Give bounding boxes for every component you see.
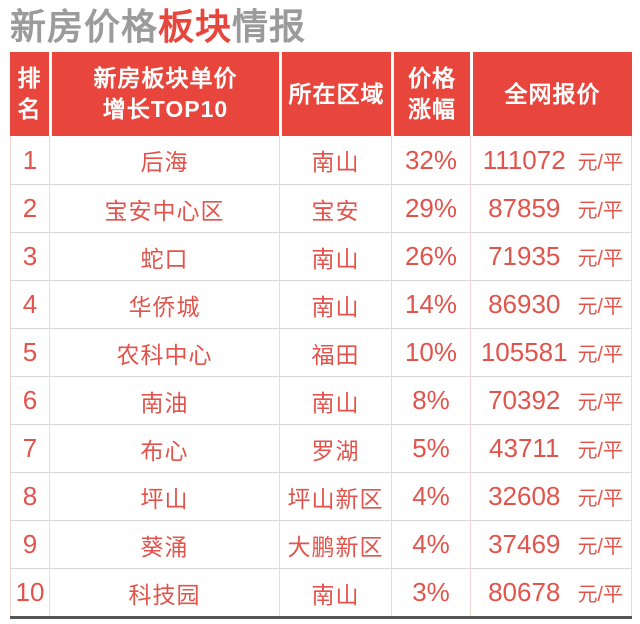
quote-unit: 元/平 — [577, 344, 623, 366]
quote-value: 43711 — [489, 433, 560, 463]
cell-rank: 4 — [10, 280, 49, 328]
title-segment-report: 情报 — [232, 6, 307, 47]
column-header-price-change: 价格 涨幅 — [391, 52, 470, 136]
cell-price-change: 3% — [391, 568, 470, 616]
quote-unit: 元/平 — [577, 392, 623, 414]
cell-block-name: 布心 — [49, 424, 279, 472]
cell-rank: 6 — [10, 376, 49, 424]
cell-price-change: 29% — [391, 184, 470, 232]
cell-district: 南山 — [279, 136, 391, 184]
cell-quote: 105581 元/平 — [470, 328, 632, 376]
cell-quote: 80678 元/平 — [470, 568, 632, 616]
page-title: 新房价格板块情报 — [10, 2, 640, 51]
quote-unit: 元/平 — [577, 296, 623, 318]
quote-unit: 元/平 — [577, 488, 623, 510]
quote-value: 87859 — [488, 193, 561, 223]
column-header-block-top10: 新房板块单价 增长TOP10 — [49, 52, 279, 136]
quote-unit: 元/平 — [577, 440, 623, 462]
cell-block-name: 华侨城 — [49, 280, 279, 328]
cell-price-change: 5% — [391, 424, 470, 472]
table-row: 1 后海 南山 32% 111072 元/平 — [10, 136, 632, 184]
cell-rank: 2 — [10, 184, 49, 232]
cell-district: 南山 — [279, 232, 391, 280]
title-segment-sector-highlight: 板块 — [158, 6, 233, 47]
table-header-row: 排 名 新房板块单价 增长TOP10 所在区域 价格 涨幅 全网报价 — [10, 52, 632, 136]
cell-price-change: 8% — [391, 376, 470, 424]
quote-value: 86930 — [488, 289, 561, 319]
cell-district: 福田 — [279, 328, 391, 376]
cell-district: 大鹏新区 — [279, 520, 391, 568]
table-row: 2 宝安中心区 宝安 29% 87859 元/平 — [10, 184, 632, 232]
quote-value: 37469 — [488, 529, 561, 559]
cell-district: 南山 — [279, 376, 391, 424]
table-row: 10 科技园 南山 3% 80678 元/平 — [10, 568, 632, 616]
cell-block-name: 蛇口 — [49, 232, 279, 280]
column-header-quote: 全网报价 — [470, 52, 632, 136]
cell-rank: 3 — [10, 232, 49, 280]
cell-rank: 5 — [10, 328, 49, 376]
quote-unit: 元/平 — [577, 248, 623, 270]
quote-value: 105581 — [480, 337, 568, 367]
cell-quote: 71935 元/平 — [470, 232, 632, 280]
table-row: 9 葵涌 大鹏新区 4% 37469 元/平 — [10, 520, 632, 568]
cell-rank: 1 — [10, 136, 49, 184]
cell-rank: 9 — [10, 520, 49, 568]
cell-block-name: 后海 — [49, 136, 279, 184]
cell-price-change: 4% — [391, 472, 470, 520]
cell-block-name: 科技园 — [49, 568, 279, 616]
table-row: 7 布心 罗湖 5% 43711 元/平 — [10, 424, 632, 472]
table-row: 5 农科中心 福田 10% 105581 元/平 — [10, 328, 632, 376]
title-segment-new-home-price: 新房价格 — [10, 6, 159, 47]
quote-unit: 元/平 — [577, 536, 623, 558]
cell-price-change: 4% — [391, 520, 470, 568]
cell-price-change: 26% — [391, 232, 470, 280]
table-row: 8 坪山 坪山新区 4% 32608 元/平 — [10, 472, 632, 520]
cell-district: 坪山新区 — [279, 472, 391, 520]
quote-value: 32608 — [488, 481, 561, 511]
quote-unit: 元/平 — [577, 151, 623, 174]
cell-district: 南山 — [279, 280, 391, 328]
cell-block-name: 农科中心 — [49, 328, 279, 376]
cell-district: 宝安 — [279, 184, 391, 232]
cell-quote: 86930 元/平 — [470, 280, 632, 328]
table-row: 4 华侨城 南山 14% 86930 元/平 — [10, 280, 632, 328]
cell-quote: 37469 元/平 — [470, 520, 632, 568]
cell-price-change: 32% — [391, 136, 470, 184]
cell-quote: 70392 元/平 — [470, 376, 632, 424]
table-row: 6 南油 南山 8% 70392 元/平 — [10, 376, 632, 424]
table-row: 3 蛇口 南山 26% 71935 元/平 — [10, 232, 632, 280]
quote-value: 80678 — [488, 577, 561, 607]
quote-value: 111072 — [482, 144, 566, 175]
cell-district: 南山 — [279, 568, 391, 616]
quote-unit: 元/平 — [577, 584, 623, 606]
cell-price-change: 14% — [391, 280, 470, 328]
quote-value: 71935 — [488, 241, 561, 271]
price-table: 排 名 新房板块单价 增长TOP10 所在区域 价格 涨幅 全网报价 1 后海 — [10, 52, 632, 619]
cell-block-name: 南油 — [49, 376, 279, 424]
cell-quote: 111072 元/平 — [470, 136, 632, 184]
cell-rank: 7 — [10, 424, 49, 472]
cell-rank: 8 — [10, 472, 49, 520]
cell-quote: 87859 元/平 — [470, 184, 632, 232]
column-header-rank: 排 名 — [10, 52, 49, 136]
cell-price-change: 10% — [391, 328, 470, 376]
cell-quote: 32608 元/平 — [470, 472, 632, 520]
cell-block-name: 葵涌 — [49, 520, 279, 568]
cell-district: 罗湖 — [279, 424, 391, 472]
cell-block-name: 宝安中心区 — [49, 184, 279, 232]
cell-block-name: 坪山 — [49, 472, 279, 520]
cell-rank: 10 — [10, 568, 49, 616]
cell-quote: 43711 元/平 — [470, 424, 632, 472]
column-header-district: 所在区域 — [279, 52, 391, 136]
quote-value: 70392 — [488, 385, 561, 415]
quote-unit: 元/平 — [577, 200, 623, 222]
